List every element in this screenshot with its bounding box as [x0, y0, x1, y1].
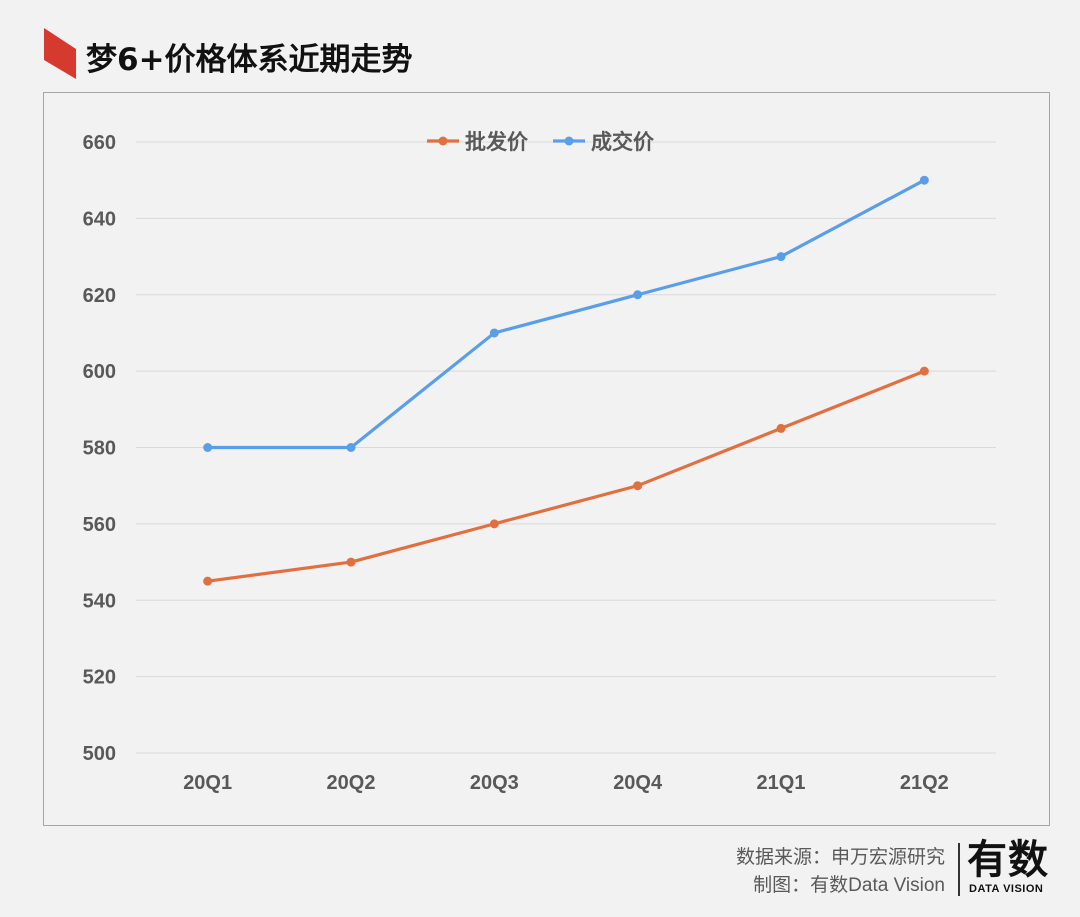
data-point — [346, 557, 356, 567]
data-point — [633, 481, 643, 491]
footer-source: 数据来源：申万宏源研究 制图：有数Data Vision — [736, 844, 945, 900]
x-tick-label: 20Q4 — [613, 772, 663, 794]
x-tick-label: 20Q1 — [183, 772, 232, 794]
data-point — [919, 366, 929, 376]
y-tick-label: 620 — [83, 285, 116, 307]
data-point — [776, 423, 786, 433]
brand-logo-subtext: DATA VISION — [969, 883, 1044, 895]
x-tick-label: 20Q2 — [327, 772, 376, 794]
page-title: 梦6+价格体系近期走势 — [86, 42, 413, 78]
legend-label: 批发价 — [465, 130, 529, 154]
y-tick-label: 500 — [83, 743, 116, 765]
line-chart: 500 520 540 560 580 600 620 640 660 20Q1 20Q2 20Q3 2… — [83, 130, 996, 794]
footer-divider — [958, 843, 960, 896]
y-tick-label: 540 — [83, 590, 116, 612]
data-point — [203, 443, 213, 452]
credit-text: 制图：有数Data Vision — [753, 875, 945, 896]
series-line — [206, 178, 926, 450]
data-point — [203, 576, 213, 586]
chart-panel: 500 520 540 560 580 600 620 640 660 20Q1 20Q2 20Q3 2… — [43, 92, 1050, 826]
y-tick-label: 600 — [83, 361, 116, 383]
data-point — [776, 252, 786, 262]
x-tick-label: 21Q1 — [757, 772, 806, 794]
x-tick-label: 21Q2 — [900, 772, 949, 794]
y-tick-label: 660 — [83, 132, 116, 154]
legend-label: 成交价 — [591, 130, 655, 154]
data-point — [489, 519, 499, 529]
legend-marker — [564, 136, 574, 146]
y-tick-label: 580 — [83, 438, 116, 460]
y-tick-label: 520 — [83, 667, 116, 689]
data-point — [919, 175, 929, 185]
data-point — [489, 328, 499, 338]
data-point — [633, 290, 643, 300]
series-line — [206, 369, 926, 583]
legend-marker — [438, 136, 448, 146]
source-text: 数据来源：申万宏源研究 — [735, 847, 945, 868]
y-tick-label: 560 — [83, 514, 116, 536]
brand-logo: 有数 — [967, 837, 1049, 883]
data-point — [346, 443, 356, 452]
x-tick-label: 20Q3 — [470, 772, 519, 794]
y-tick-label: 640 — [83, 208, 116, 230]
title-accent-icon — [44, 28, 76, 79]
